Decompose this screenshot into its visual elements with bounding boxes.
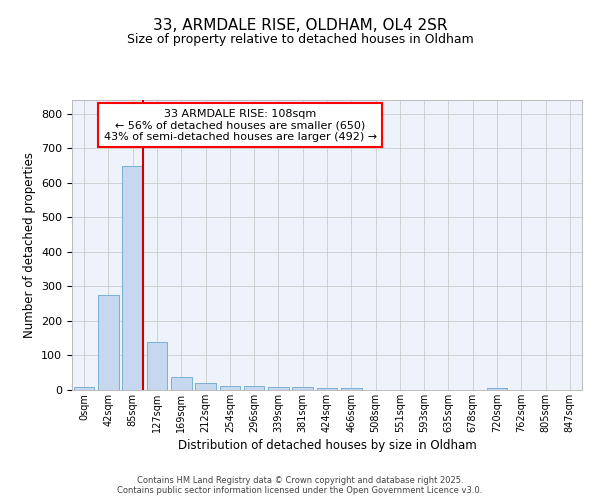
Bar [74,387,94,390]
Bar [292,387,313,390]
Bar [98,295,119,390]
Bar [244,386,265,390]
Bar [220,386,240,390]
Bar [317,388,337,390]
Bar [268,386,289,390]
X-axis label: Distribution of detached houses by size in Oldham: Distribution of detached houses by size … [178,439,476,452]
Text: Contains HM Land Registry data © Crown copyright and database right 2025.
Contai: Contains HM Land Registry data © Crown c… [118,476,482,495]
Bar [171,377,191,390]
Bar [122,166,143,390]
Text: 33, ARMDALE RISE, OLDHAM, OL4 2SR: 33, ARMDALE RISE, OLDHAM, OL4 2SR [153,18,447,32]
Y-axis label: Number of detached properties: Number of detached properties [23,152,35,338]
Text: 33 ARMDALE RISE: 108sqm
← 56% of detached houses are smaller (650)
43% of semi-d: 33 ARMDALE RISE: 108sqm ← 56% of detache… [104,108,377,142]
Bar [146,342,167,390]
Text: Size of property relative to detached houses in Oldham: Size of property relative to detached ho… [127,32,473,46]
Bar [487,388,508,390]
Bar [195,383,216,390]
Bar [341,388,362,390]
